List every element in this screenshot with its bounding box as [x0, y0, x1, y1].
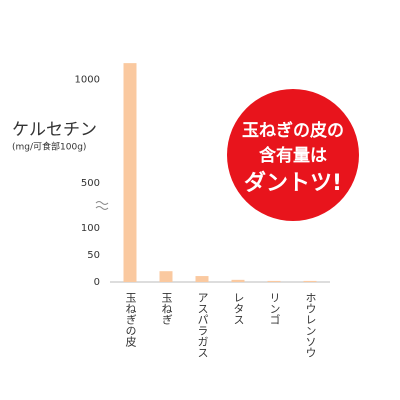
x-tick-label: レタス: [232, 292, 245, 325]
axis-break: [95, 201, 109, 210]
bar: [123, 63, 137, 283]
y-tick-label: 0: [94, 277, 100, 288]
bar: [267, 280, 281, 282]
y-axis-subtitle: (mg/可食部100g): [12, 141, 86, 153]
bar: [303, 280, 317, 282]
annotation-line: 含有量は: [259, 145, 327, 166]
x-tick-label: リンゴ: [268, 292, 281, 325]
y-tick-label: 500: [81, 178, 100, 189]
bar: [195, 276, 209, 282]
annotation-line: ダントツ!: [244, 170, 342, 196]
x-tick-label: 玉ねぎ: [160, 292, 173, 325]
bar: [159, 271, 173, 282]
y-tick-label: 50: [87, 250, 100, 261]
annotation-circle: [227, 89, 359, 221]
y-axis-title: ケルセチン: [12, 120, 97, 140]
bar: [231, 279, 245, 282]
y-tick-label: 100: [81, 223, 100, 234]
x-tick-label: 玉ねぎの皮: [124, 292, 137, 348]
annotation-line: 玉ねぎの皮の: [242, 120, 344, 141]
x-tick-label: アスパラガス: [196, 292, 209, 358]
y-tick-label: 1000: [75, 75, 100, 86]
x-tick-label: ホウレンソウ: [304, 292, 317, 358]
